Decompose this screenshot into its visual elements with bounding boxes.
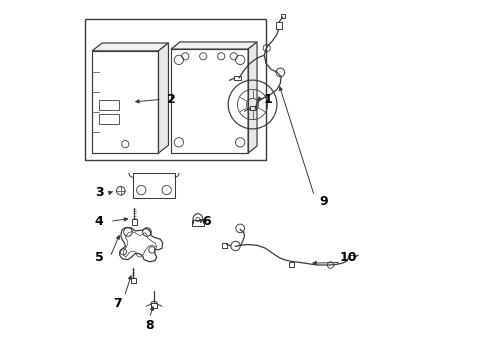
Text: 6: 6 bbox=[202, 215, 211, 228]
Bar bbox=[249, 106, 255, 111]
Polygon shape bbox=[247, 42, 257, 153]
Bar bbox=[222, 243, 226, 248]
Bar bbox=[192, 220, 203, 226]
Text: 3: 3 bbox=[95, 186, 103, 199]
Text: 2: 2 bbox=[166, 93, 175, 106]
Bar bbox=[133, 173, 174, 198]
Bar bbox=[288, 262, 293, 267]
Polygon shape bbox=[158, 43, 168, 153]
Bar bbox=[131, 219, 137, 225]
Bar bbox=[281, 14, 285, 18]
Bar bbox=[99, 114, 119, 125]
Bar bbox=[92, 51, 158, 153]
Bar bbox=[171, 49, 247, 153]
Text: 4: 4 bbox=[95, 215, 103, 228]
Bar bbox=[276, 22, 281, 29]
Text: 5: 5 bbox=[95, 251, 103, 264]
Polygon shape bbox=[92, 43, 168, 51]
Bar bbox=[348, 255, 353, 259]
Bar bbox=[234, 76, 241, 80]
Bar bbox=[99, 100, 119, 110]
Bar bbox=[151, 303, 157, 308]
Bar bbox=[131, 278, 136, 283]
Text: 8: 8 bbox=[145, 319, 153, 332]
Polygon shape bbox=[171, 42, 257, 49]
Text: 7: 7 bbox=[113, 297, 122, 310]
Bar bbox=[85, 19, 265, 160]
Text: 9: 9 bbox=[319, 195, 327, 208]
Text: 1: 1 bbox=[263, 93, 272, 106]
Text: 10: 10 bbox=[339, 251, 357, 264]
